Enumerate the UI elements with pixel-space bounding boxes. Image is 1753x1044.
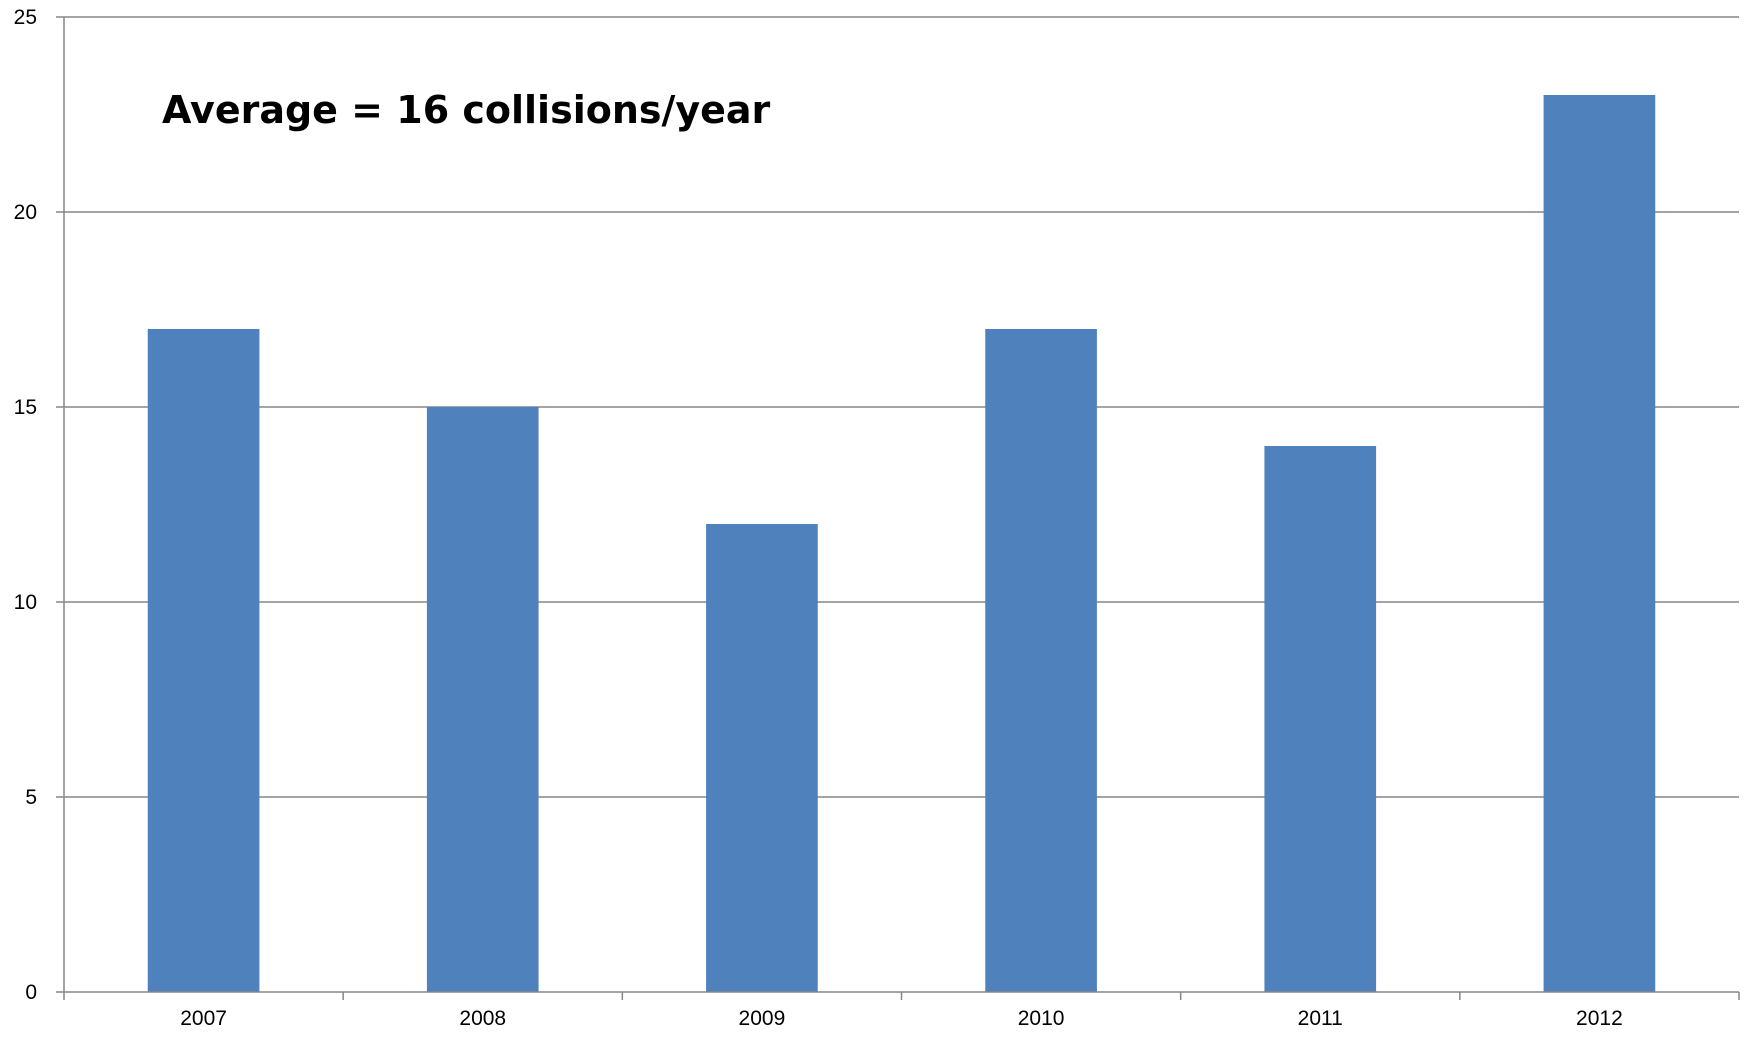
y-tick-label: 20 [14, 201, 37, 224]
bar-2007 [147, 329, 260, 992]
x-tick-label: 2012 [1576, 1007, 1623, 1030]
y-tick-label: 10 [14, 591, 37, 614]
bar-2010 [985, 329, 1097, 992]
bar-2012 [1543, 95, 1656, 992]
bar-2008 [426, 407, 539, 992]
y-tick-labels: 0 5 10 15 20 25 [14, 6, 37, 1004]
y-tick-label: 0 [25, 981, 37, 1004]
x-tick-label: 2008 [459, 1007, 506, 1030]
bar-2009 [706, 524, 818, 992]
x-tick-label: 2009 [739, 1007, 786, 1030]
bars [147, 95, 1656, 992]
y-tick-label: 25 [14, 6, 37, 29]
average-annotation: Average = 16 collisions/year [162, 88, 771, 132]
bar-2011 [1264, 446, 1377, 992]
x-tick-label: 2011 [1298, 1007, 1343, 1030]
x-tick-label: 2007 [180, 1007, 227, 1030]
axes [56, 16, 1740, 1000]
y-tick-label: 15 [14, 396, 37, 419]
x-tick-labels: 2007 2008 2009 2010 2011 2012 [180, 1007, 1623, 1030]
y-tick-label: 5 [25, 786, 37, 809]
x-tick-label: 2010 [1018, 1007, 1065, 1030]
gridlines [64, 16, 1739, 798]
